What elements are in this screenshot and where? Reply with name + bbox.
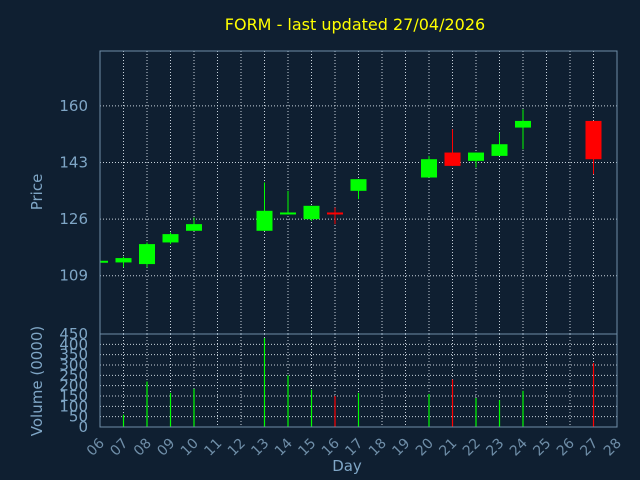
x-axis-label: Day — [332, 457, 362, 475]
x-axis: 06 07 08 09 10 11 12 13 14 15 16 17 18 19 20 21 22 23 24 25… — [84, 435, 625, 459]
candle-body — [256, 210, 273, 231]
candle-body — [444, 152, 461, 166]
x-tick-label: 18 — [366, 436, 390, 460]
candle-body — [350, 179, 367, 191]
volume-tick-label: 200 — [59, 377, 88, 395]
candle-body — [139, 244, 155, 265]
x-tick-label: 26 — [554, 435, 578, 459]
volume-plot-frame — [99, 333, 618, 428]
volume-tick-label: 450 — [59, 325, 88, 343]
candle-body — [162, 234, 179, 243]
x-tick-label: 09 — [154, 436, 178, 460]
price-tick-label: 160 — [59, 97, 88, 115]
candle-body — [303, 205, 320, 220]
volume-tick-label: 300 — [59, 356, 88, 374]
price-panel: 109 126 143 160 — [59, 50, 618, 335]
x-tick-label: 19 — [389, 436, 413, 460]
x-tick-label: 27 — [577, 436, 601, 460]
x-tick-label: 13 — [248, 436, 272, 460]
candle-body — [468, 152, 484, 161]
volume-axis-label: Volume (0000) — [28, 326, 46, 436]
x-tick-label: 21 — [436, 436, 460, 460]
candle-body — [585, 120, 602, 160]
x-tick-label: 08 — [131, 436, 155, 460]
x-tick-label: 22 — [460, 436, 484, 460]
x-tick-label: 16 — [319, 435, 343, 459]
x-tick-label: 23 — [483, 436, 507, 460]
x-tick-label: 06 — [84, 435, 108, 459]
price-tick-label: 126 — [59, 210, 88, 228]
x-tick-label: 15 — [295, 436, 319, 460]
x-tick-label: 28 — [601, 436, 625, 460]
volume-tick-label: 250 — [59, 366, 88, 384]
candle-body — [491, 144, 508, 156]
candle-body — [186, 224, 202, 231]
x-tick-label: 24 — [507, 435, 531, 459]
price-axis-label: Price — [28, 174, 46, 211]
volume-tick-label: 100 — [59, 397, 88, 415]
candle-body — [327, 212, 343, 215]
x-tick-label: 17 — [342, 436, 366, 460]
x-tick-label: 14 — [272, 435, 296, 459]
price-tick-label: 109 — [59, 267, 88, 285]
x-tick-label: 10 — [178, 436, 202, 460]
candle-body — [280, 212, 296, 215]
volume-tick-label: 0 — [78, 418, 88, 436]
x-tick-label: 07 — [107, 436, 131, 460]
volume-tick-label: 400 — [59, 335, 88, 353]
x-tick-label: 11 — [201, 436, 225, 460]
candle-body — [515, 120, 531, 128]
x-tick-label: 25 — [530, 436, 554, 460]
x-tick-label: 12 — [225, 436, 249, 460]
volume-tick-label: 50 — [69, 408, 88, 426]
volume-tick-label: 150 — [59, 387, 88, 405]
chart-title: FORM - last updated 27/04/2026 — [225, 15, 485, 34]
x-tick-label: 20 — [413, 436, 437, 460]
candle-body — [115, 258, 132, 263]
candle-body — [421, 159, 437, 178]
price-tick-label: 143 — [59, 154, 88, 172]
candle-body — [100, 260, 108, 263]
volume-tick-label: 350 — [59, 346, 88, 364]
